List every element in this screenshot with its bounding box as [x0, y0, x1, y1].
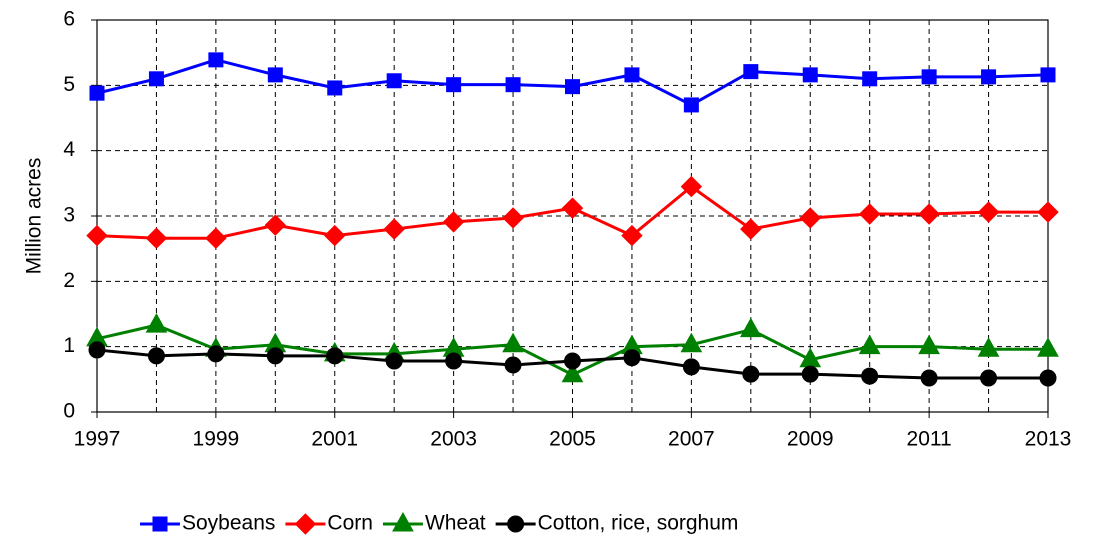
marker — [145, 313, 168, 333]
marker — [740, 218, 762, 240]
y-axis-label: Million acres — [23, 158, 46, 275]
marker — [86, 224, 108, 247]
marker — [980, 369, 998, 387]
marker — [442, 211, 465, 233]
marker — [858, 334, 881, 355]
marker — [507, 515, 525, 533]
marker — [801, 365, 819, 383]
y-tick-label: 5 — [63, 73, 75, 96]
marker — [207, 345, 225, 363]
marker — [862, 71, 878, 87]
x-tick-label: 2005 — [549, 428, 596, 451]
marker — [861, 367, 879, 385]
marker — [739, 317, 762, 338]
marker — [205, 227, 227, 249]
marker — [981, 69, 997, 85]
marker — [799, 207, 821, 229]
x-tick-label: 2013 — [1025, 428, 1072, 451]
marker — [921, 69, 937, 85]
marker — [89, 85, 105, 101]
marker — [327, 80, 343, 96]
marker — [502, 332, 524, 353]
marker — [683, 97, 699, 113]
marker — [152, 516, 168, 532]
marker — [88, 341, 106, 359]
marker — [918, 334, 940, 355]
marker — [445, 352, 463, 370]
legend-label: Wheat — [425, 512, 486, 535]
marker — [1040, 67, 1056, 83]
marker — [1037, 337, 1059, 357]
y-tick-label: 0 — [63, 400, 75, 423]
marker — [624, 67, 640, 83]
marker — [561, 362, 584, 383]
legend-label: Soybeans — [182, 512, 275, 535]
marker — [802, 67, 818, 83]
marker — [623, 349, 641, 367]
y-tick-label: 4 — [63, 138, 75, 161]
marker — [383, 218, 405, 240]
legend-label: Corn — [327, 512, 373, 535]
y-tick-label: 1 — [63, 334, 75, 357]
x-tick-label: 2007 — [668, 428, 715, 451]
marker — [743, 64, 759, 80]
marker — [266, 347, 284, 365]
marker — [621, 224, 643, 247]
marker — [392, 511, 414, 532]
marker — [294, 513, 317, 535]
marker — [680, 332, 703, 353]
marker — [386, 73, 402, 89]
marker — [446, 77, 462, 93]
marker — [680, 175, 703, 198]
marker — [385, 352, 403, 370]
marker — [1037, 201, 1059, 223]
marker — [1039, 369, 1057, 387]
marker — [326, 347, 344, 365]
x-tick-label: 2009 — [787, 428, 834, 451]
x-tick-label: 2001 — [311, 428, 358, 451]
marker — [561, 197, 584, 219]
legend-label: Cotton, rice, sorghum — [538, 512, 739, 535]
marker — [564, 352, 581, 370]
marker — [920, 369, 938, 387]
x-tick-label: 1999 — [193, 428, 240, 451]
marker — [977, 201, 1000, 223]
marker — [208, 52, 224, 68]
marker — [858, 203, 881, 225]
x-tick-label: 1997 — [74, 428, 121, 451]
marker — [742, 365, 760, 383]
marker — [565, 79, 580, 95]
marker — [267, 67, 283, 83]
x-tick-label: 2003 — [430, 428, 477, 451]
y-tick-label: 6 — [63, 8, 75, 31]
marker — [324, 224, 346, 247]
marker — [502, 207, 524, 229]
marker — [977, 337, 1000, 357]
marker — [505, 77, 521, 93]
y-tick-label: 2 — [63, 269, 75, 292]
marker — [682, 358, 700, 376]
marker — [145, 227, 168, 249]
marker — [504, 356, 522, 374]
marker — [147, 347, 165, 365]
y-tick-label: 3 — [63, 204, 75, 227]
marker — [918, 203, 940, 225]
marker — [148, 71, 164, 87]
marker — [264, 214, 287, 236]
x-tick-label: 2011 — [907, 428, 952, 451]
